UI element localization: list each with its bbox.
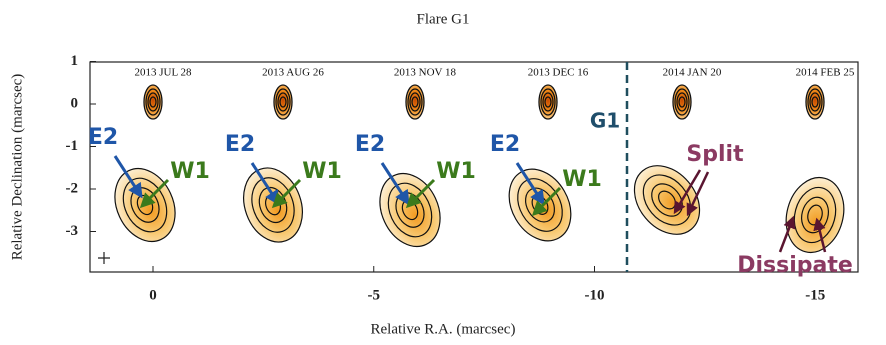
core-contour [811, 96, 819, 108]
y-label: Relative Declination (marcsec) [9, 74, 25, 261]
jet-contour [801, 196, 829, 234]
jet-contour [517, 178, 563, 232]
w1-label: W1 [302, 159, 342, 184]
x-label: Relative R.A. (marcsec) [371, 321, 516, 337]
w1-arrow [139, 178, 170, 209]
e2-arrow [380, 162, 410, 206]
w1-label: W1 [436, 159, 476, 184]
beam [98, 252, 110, 264]
jet-contour [387, 182, 433, 238]
panel-date: 2014 FEB 25 [796, 67, 855, 79]
core-contour [538, 84, 558, 120]
jet-contour [785, 176, 845, 254]
split-arrow [686, 171, 710, 217]
e2-label: E2 [225, 132, 255, 157]
jet-contour [807, 204, 823, 226]
w1-arrow [531, 186, 562, 217]
panel-date: 2013 JUL 28 [134, 67, 192, 79]
panel-date: 2014 JAN 20 [663, 67, 722, 79]
g1-label: G1 [590, 109, 620, 133]
core-contour [143, 84, 163, 120]
jet-contour [658, 190, 676, 210]
y-tick-label: -3 [66, 223, 79, 239]
x-tick-label: -10 [585, 287, 605, 303]
core-contour [149, 96, 157, 108]
panel-date: 2013 AUG 26 [262, 67, 324, 79]
core-contour [809, 92, 821, 112]
w1-arrow [405, 178, 436, 209]
core-contour [544, 96, 552, 108]
core-contour [273, 84, 293, 120]
dissipate-label: Dissipate [737, 253, 853, 278]
core-contour [277, 92, 289, 112]
core-contour [672, 84, 692, 120]
core-contour [145, 88, 161, 116]
core-contour [678, 96, 686, 108]
w1-label: W1 [562, 167, 602, 192]
e2-label: E2 [490, 132, 520, 157]
e2-arrow [113, 155, 143, 199]
jet-contour [633, 165, 701, 235]
panel-date: 2013 NOV 18 [394, 67, 457, 79]
core-contour [275, 88, 291, 116]
y-tick-label: 1 [71, 53, 79, 69]
split-label: Split [686, 142, 744, 167]
w1-label: W1 [170, 159, 210, 184]
core-contour [805, 84, 825, 120]
core-contour [411, 96, 419, 108]
core-contour [407, 88, 423, 116]
w1-arrow [271, 178, 302, 209]
jet-contour [379, 172, 441, 248]
jet-contour [122, 177, 168, 233]
e2-label: E2 [355, 132, 385, 157]
split-arrow [673, 169, 702, 215]
core-contour [542, 92, 554, 112]
y-tick-label: -1 [66, 138, 79, 154]
jet-contour [793, 186, 837, 244]
plot-frame [89, 61, 859, 273]
x-tick-label: 0 [149, 287, 157, 303]
y-tick-label: -2 [66, 180, 79, 196]
title: Flare G1 [417, 11, 470, 27]
core-contour [676, 92, 688, 112]
core-contour [147, 92, 159, 112]
core-contour [807, 88, 823, 116]
core-contour [674, 88, 690, 116]
panel-date: 2013 DEC 16 [528, 67, 589, 79]
x-tick-label: -15 [805, 287, 825, 303]
e2-label: E2 [88, 125, 118, 150]
jet-contour [642, 174, 692, 226]
dissipate-arrow [813, 217, 827, 253]
e2-arrow [515, 162, 545, 206]
dissipate-arrow [778, 215, 796, 253]
y-tick-label: 0 [71, 95, 79, 111]
core-contour [540, 88, 556, 116]
x-tick-label: -5 [368, 287, 381, 303]
core-contour [405, 84, 425, 120]
core-contour [409, 92, 421, 112]
core-contour [279, 96, 287, 108]
